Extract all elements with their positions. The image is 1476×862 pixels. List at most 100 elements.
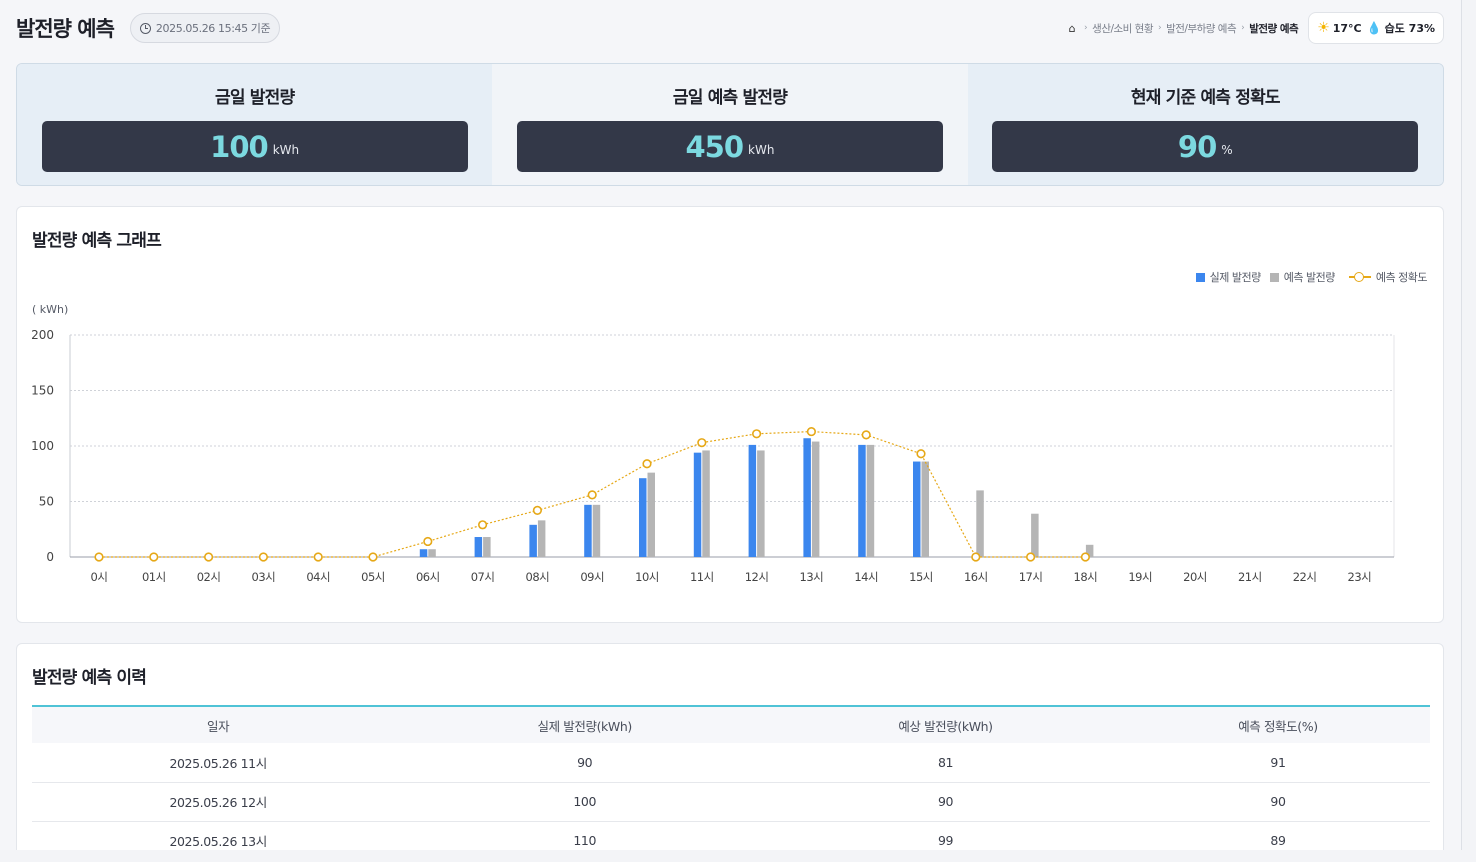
y-tick-label: 50 <box>39 495 54 509</box>
summary-card-title: 금일 예측 발전량 <box>672 88 788 108</box>
table-cell: 2025.05.26 12시 <box>32 782 405 822</box>
summary-card-value: 450 <box>685 129 745 164</box>
summary-card-unit: % <box>1221 142 1233 157</box>
bar-forecast <box>757 450 765 557</box>
table-cell: 91 <box>1125 743 1430 783</box>
table-cell: 90 <box>1125 782 1430 822</box>
accuracy-point <box>806 426 817 437</box>
y-tick-label: 0 <box>46 550 54 564</box>
bar-forecast <box>1031 513 1039 557</box>
column-header: 예측 정확도(%) <box>1238 718 1318 734</box>
accuracy-point <box>642 459 652 469</box>
water-drop-icon: 💧 <box>1366 21 1382 35</box>
table-row[interactable]: 2025.05.26 11시 90 81 91 <box>32 743 1430 783</box>
x-tick-label: 17시 <box>1019 570 1043 584</box>
breadcrumb-current: 발전량 예측 <box>1249 22 1299 35</box>
x-tick-label: 02시 <box>197 570 221 584</box>
accuracy-point <box>1080 552 1090 562</box>
history-table: 일자 실제 발전량(kWh) 예상 발전량(kWh) 예측 정확도(%) 202… <box>32 705 1430 850</box>
legend-item-forecast[interactable]: 예측 발전량 <box>1269 269 1336 285</box>
accuracy-point <box>258 552 268 562</box>
legend-line-marker <box>1348 271 1371 283</box>
x-tick-label: 22시 <box>1293 570 1317 584</box>
header: 발전량 예측 2025.05.26 15:45 기준 ⌂ › 생산/소비 현황 … <box>16 10 1444 46</box>
x-tick-label: 12시 <box>745 570 769 584</box>
bar-forecast <box>866 444 875 557</box>
accuracy-point <box>861 430 871 440</box>
weather-widget: ☀ 17°C 💧 습도 73% <box>1308 12 1444 44</box>
table-cell: 89 <box>1125 821 1430 850</box>
table-row[interactable]: 2025.05.26 12시 100 90 90 <box>32 782 1430 822</box>
accuracy-point <box>1025 552 1036 562</box>
summary-cards: 금일 발전량 100 kWh 금일 예측 발전량 450 kWh 현재 기준 예… <box>16 63 1444 186</box>
accuracy-point <box>532 505 543 515</box>
summary-card-value-box: 90 % <box>992 121 1419 172</box>
x-tick-label: 15시 <box>909 570 933 584</box>
page-title: 발전량 예측 <box>16 17 115 41</box>
bar-forecast <box>483 537 491 557</box>
x-tick-label: 08시 <box>526 570 550 584</box>
table-header-row: 일자 실제 발전량(kWh) 예상 발전량(kWh) 예측 정확도(%) <box>32 706 1430 743</box>
table-cell: 81 <box>765 743 1126 783</box>
table-cell: 2025.05.26 13시 <box>32 821 405 850</box>
x-tick-label: 05시 <box>361 570 385 584</box>
accuracy-point <box>94 552 104 562</box>
summary-card-accuracy: 현재 기준 예측 정확도 90 % <box>967 64 1443 185</box>
legend-swatch <box>1269 272 1279 282</box>
summary-card-today-forecast: 금일 예측 발전량 450 kWh <box>492 64 968 185</box>
x-tick-label: 13시 <box>800 570 824 584</box>
table-row[interactable]: 2025.05.26 13시 110 99 89 <box>32 821 1430 850</box>
bar-actual <box>693 452 702 557</box>
summary-card-today-generation: 금일 발전량 100 kWh <box>17 64 493 185</box>
y-tick-label: 100 <box>31 439 54 453</box>
summary-card-value-box: 450 kWh <box>516 121 943 172</box>
legend-swatch <box>1195 272 1205 282</box>
breadcrumb-item[interactable]: 생산/소비 현황 <box>1092 22 1153 35</box>
legend-item-accuracy[interactable]: 예측 정확도 <box>1348 269 1428 285</box>
home-icon[interactable]: ⌂ <box>1068 21 1076 35</box>
summary-card-unit: kWh <box>272 142 300 157</box>
table-cell: 90 <box>765 782 1126 822</box>
x-tick-label: 20시 <box>1183 570 1207 584</box>
legend-label: 예측 발전량 <box>1283 271 1336 284</box>
x-tick-label: 07시 <box>471 570 495 584</box>
accuracy-point <box>751 429 762 439</box>
bar-actual <box>803 438 811 557</box>
accuracy-point <box>204 552 214 562</box>
breadcrumb-item[interactable]: 발전/부하량 예측 <box>1166 22 1237 35</box>
legend-label: 실제 발전량 <box>1209 271 1262 284</box>
legend-item-actual[interactable]: 실제 발전량 <box>1195 269 1262 285</box>
accuracy-point <box>368 552 378 562</box>
column-header: 실제 발전량(kWh) <box>537 718 633 734</box>
page: 발전량 예측 2025.05.26 15:45 기준 ⌂ › 생산/소비 현황 … <box>16 0 1462 850</box>
chart-panel: 발전량 예측 그래프 실제 발전량 예측 발전량 예측 정확도 ( kWh) 0… <box>16 206 1444 623</box>
bar-forecast <box>647 472 655 557</box>
x-tick-label: 06시 <box>416 570 440 584</box>
summary-card-value-box: 100 kWh <box>41 121 468 172</box>
chart-title: 발전량 예측 그래프 <box>32 231 162 251</box>
accuracy-point <box>971 552 981 562</box>
chevron-right-icon: › <box>1084 23 1088 33</box>
accuracy-point <box>149 552 159 562</box>
temperature: 17°C <box>1332 21 1362 35</box>
x-tick-label: 23시 <box>1348 570 1372 584</box>
humidity: 습도 73% <box>1384 22 1435 35</box>
chevron-right-icon: › <box>1158 23 1162 33</box>
x-tick-label: 21시 <box>1238 570 1262 584</box>
x-tick-label: 0시 <box>91 570 108 584</box>
x-tick-label: 19시 <box>1128 570 1152 584</box>
x-tick-label: 04시 <box>306 570 330 584</box>
bar-forecast <box>428 549 436 557</box>
x-tick-label: 16시 <box>964 570 988 584</box>
bar-forecast <box>702 450 710 557</box>
summary-card-value: 100 <box>210 129 269 164</box>
accuracy-point <box>313 552 323 562</box>
bar-actual <box>639 478 647 557</box>
bar-actual <box>858 444 866 557</box>
x-tick-label: 03시 <box>252 570 276 584</box>
chart-legend: 실제 발전량 예측 발전량 예측 정확도 <box>1187 269 1428 285</box>
breadcrumb: ⌂ › 생산/소비 현황 › 발전/부하량 예측 › 발전량 예측 <box>1069 21 1299 36</box>
generation-forecast-chart: 0 50 100 150 200 0시 01시 02시 03시 04시 05시 06시 07시 08시 09… <box>31 328 1395 584</box>
x-tick-label: 14시 <box>854 570 878 584</box>
x-tick-label: 09시 <box>580 570 604 584</box>
